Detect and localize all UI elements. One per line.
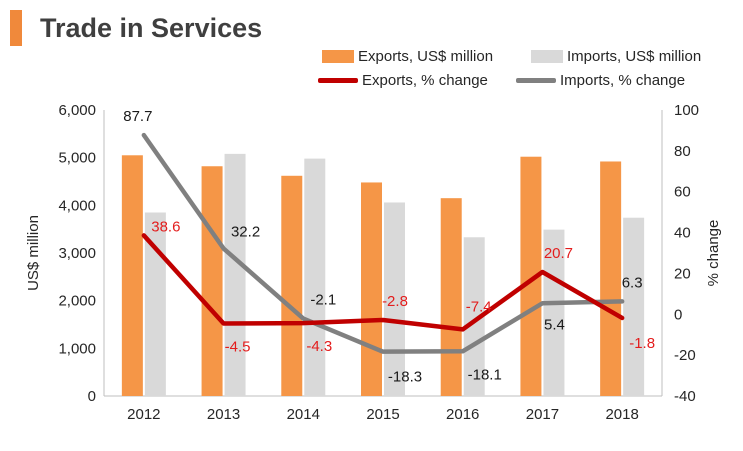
exports-change-label: -2.8 (382, 293, 408, 310)
exports-change-line (141, 233, 625, 332)
x-tick-label: 2016 (446, 406, 479, 423)
y2-tick-label: -20 (674, 347, 696, 364)
exports-bar (201, 166, 223, 396)
imports-change-label: 32.2 (231, 224, 260, 241)
imports-bar (224, 153, 246, 396)
y-tick-label: 0 (88, 388, 96, 405)
imports-change-label: 87.7 (123, 108, 152, 125)
x-tick-label: 2015 (366, 406, 399, 423)
x-tick-label: 2013 (207, 406, 240, 423)
imports-bar (384, 202, 405, 396)
exports-bar (600, 161, 622, 396)
exports-bar (281, 175, 303, 396)
y-tick-label: 6,000 (58, 102, 96, 119)
exports-change-label: 20.7 (544, 245, 573, 262)
y2-tick-label: 0 (674, 306, 682, 323)
imports-change-line (141, 132, 625, 354)
exports-bar (121, 155, 143, 396)
legend-swatch-exports (322, 50, 354, 63)
legend-line-imports (516, 78, 556, 83)
legend-label-exports-change: Exports, % change (362, 72, 488, 89)
legend-label-imports-change: Imports, % change (560, 72, 686, 89)
x-tick-label: 2017 (526, 406, 559, 423)
y-tick-label: 3,000 (58, 245, 96, 262)
legend-line-exports (318, 78, 358, 83)
imports-bar (144, 212, 166, 396)
x-tick-label: 2018 (605, 406, 638, 423)
exports-change-label: -4.5 (225, 338, 251, 355)
legend-label-imports: Imports, US$ million (567, 48, 702, 65)
y-tick-label: 5,000 (58, 150, 96, 167)
imports-bar (463, 237, 485, 396)
imports-change-label: -2.1 (310, 292, 336, 309)
chart-title: Trade in Services (40, 13, 263, 43)
y2-tick-label: 100 (674, 102, 699, 119)
y2-tick-label: 40 (674, 225, 691, 242)
y-tick-label: 4,000 (58, 197, 96, 214)
x-tick-label: 2014 (287, 406, 320, 423)
exports-bar (361, 182, 382, 396)
legend-imports-bar: Imports, US$ million (531, 48, 701, 65)
y-tick-label: 1,000 (58, 340, 96, 357)
y-axis-title: US$ million (25, 215, 42, 291)
y2-axis-title: % change (705, 220, 722, 287)
legend-exports-bar: Exports, US$ million (322, 48, 493, 65)
imports-change-label: -18.1 (468, 366, 502, 383)
y2-tick-label: 20 (674, 265, 691, 282)
imports-bar (543, 229, 565, 396)
y2-tick-label: -40 (674, 388, 696, 405)
legend-label-exports: Exports, US$ million (358, 48, 494, 65)
imports-change-label: 5.4 (544, 316, 565, 333)
y2-tick-label: 80 (674, 143, 691, 160)
exports-change-label: -1.8 (629, 335, 655, 352)
exports-change-label: 38.6 (151, 218, 180, 235)
legend-exports-line: Exports, % change (318, 72, 488, 89)
y2-tick-label: 60 (674, 184, 691, 201)
legend-swatch-imports (531, 50, 563, 63)
imports-bar (304, 158, 326, 396)
exports-change-label: -4.3 (306, 338, 332, 355)
title-accent-bar (10, 10, 22, 46)
imports-bar (623, 217, 645, 396)
exports-change-label: -7.4 (466, 298, 492, 315)
exports-bar (440, 198, 462, 396)
imports-change-label: 6.3 (622, 274, 643, 291)
x-tick-label: 2012 (127, 406, 160, 423)
imports-change-label: -18.3 (388, 369, 422, 386)
legend-imports-line: Imports, % change (516, 72, 685, 89)
y-tick-label: 2,000 (58, 293, 96, 310)
exports-bar (520, 156, 542, 396)
